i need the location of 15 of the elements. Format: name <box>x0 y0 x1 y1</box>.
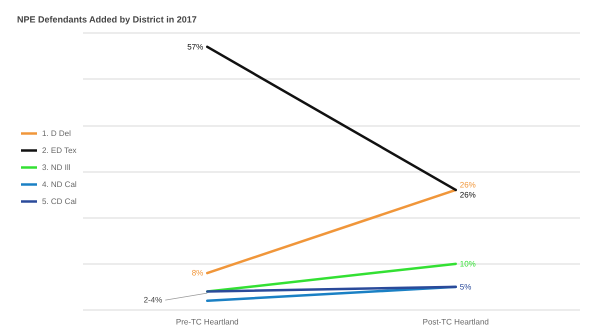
data-label: 57% <box>187 42 204 52</box>
data-label: 5% <box>460 282 472 292</box>
legend-label: 4. ND Cal <box>42 180 77 189</box>
legend-label: 3. ND Ill <box>42 163 71 172</box>
chart-title: NPE Defendants Added by District in 2017 <box>17 14 197 24</box>
legend-label: 1. D Del <box>42 129 72 138</box>
x-tick-label: Pre-TC Heartland <box>176 318 239 326</box>
legend-label: 2. ED Tex <box>42 146 77 155</box>
data-label: 10% <box>460 259 476 268</box>
data-label: 26% <box>460 180 476 190</box>
data-label: 26% <box>460 190 476 200</box>
data-label: 8% <box>192 268 204 278</box>
x-tick-label: Post-TC Heartland <box>422 318 489 326</box>
legend-label: 5. CD Cal <box>42 197 77 206</box>
annotation: 2-4% <box>144 296 162 305</box>
